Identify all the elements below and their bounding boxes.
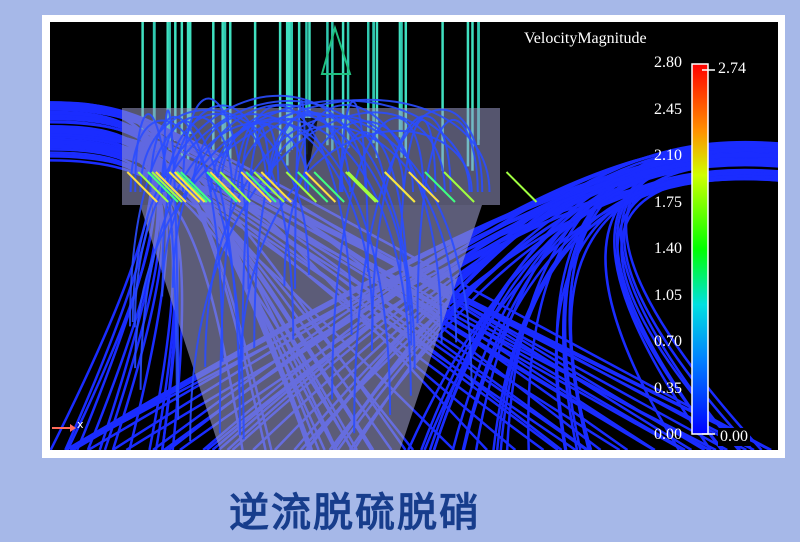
- streamline: [192, 113, 374, 330]
- streamline: [171, 103, 351, 288]
- streamline: [370, 115, 452, 352]
- streamline: [283, 120, 415, 287]
- colorbar: [691, 63, 709, 435]
- streamline: [173, 171, 206, 203]
- streamline: [424, 171, 456, 203]
- streamline: [180, 171, 212, 203]
- streamline: [209, 171, 241, 203]
- streamline: [253, 110, 344, 349]
- streamline: [236, 113, 473, 388]
- streamline: [204, 115, 405, 368]
- legend-tick-label: 0.70: [654, 333, 682, 350]
- streamline: [206, 171, 238, 203]
- streamline: [133, 99, 386, 328]
- streamline: [296, 171, 329, 203]
- streamline: [492, 177, 778, 450]
- streamline: [126, 171, 158, 203]
- streamline: [331, 117, 425, 400]
- legend-tick-label: 2.10: [654, 147, 682, 164]
- axis-x-label: x: [77, 418, 84, 431]
- legend-tick-label: 2.80: [654, 54, 682, 71]
- streamline: [285, 171, 318, 203]
- streamline-canvas: [50, 22, 778, 450]
- streamline: [240, 171, 272, 203]
- legend-tick-label: 0.00: [654, 426, 682, 443]
- streamline: [168, 171, 201, 203]
- streamline: [151, 171, 183, 203]
- streamline: [155, 171, 187, 203]
- streamline: [240, 104, 353, 336]
- streamline: [443, 171, 475, 203]
- streamline: [137, 171, 169, 203]
- streamline: [189, 111, 446, 442]
- streamline: [294, 104, 443, 344]
- streamline: [384, 171, 416, 203]
- streamline: [345, 171, 377, 203]
- streamline: [162, 109, 180, 420]
- legend-min-value: 0.00: [718, 428, 750, 446]
- streamline: [253, 171, 285, 203]
- streamline: [313, 171, 345, 203]
- streamline: [147, 171, 179, 203]
- legend-tick-label: 0.35: [654, 379, 682, 397]
- streamline: [408, 171, 440, 203]
- streamline: [149, 116, 224, 362]
- streamline: [245, 171, 277, 203]
- streamline: [416, 118, 479, 324]
- legend-tick-label: 1.40: [654, 240, 682, 257]
- velocity-streamline-visualization: VelocityMagnitude 2.80 2.45 2.10 1.75 1.40 1.…: [50, 22, 778, 450]
- legend-tick-label: 1.05: [654, 286, 682, 304]
- legend-max-value: 2.74: [718, 60, 746, 77]
- streamline: [304, 171, 337, 203]
- streamline: [161, 99, 471, 297]
- legend-title: VelocityMagnitude: [524, 30, 647, 47]
- streamline: [495, 171, 778, 450]
- streamline: [505, 171, 538, 203]
- legend-tick-label: 1.75: [654, 193, 682, 211]
- streamline: [161, 104, 268, 273]
- legend-tick-label: 2.45: [654, 100, 682, 118]
- streamline: [238, 129, 473, 392]
- axis-x-arrowhead: [70, 424, 76, 432]
- streamline: [268, 125, 458, 343]
- inlet-marker: [320, 24, 352, 75]
- streamline: [139, 108, 310, 275]
- streamline: [260, 171, 293, 203]
- streamline: [624, 153, 778, 450]
- streamline: [219, 171, 251, 203]
- streamline: [139, 122, 310, 390]
- streamline: [347, 171, 379, 203]
- streamline: [176, 171, 208, 203]
- streamline: [160, 120, 241, 436]
- caption: 逆流脱硫脱硝: [229, 490, 481, 536]
- streamline: [129, 119, 245, 440]
- streamline: [615, 154, 778, 450]
- streamline: [218, 120, 271, 434]
- streamline: [209, 117, 412, 396]
